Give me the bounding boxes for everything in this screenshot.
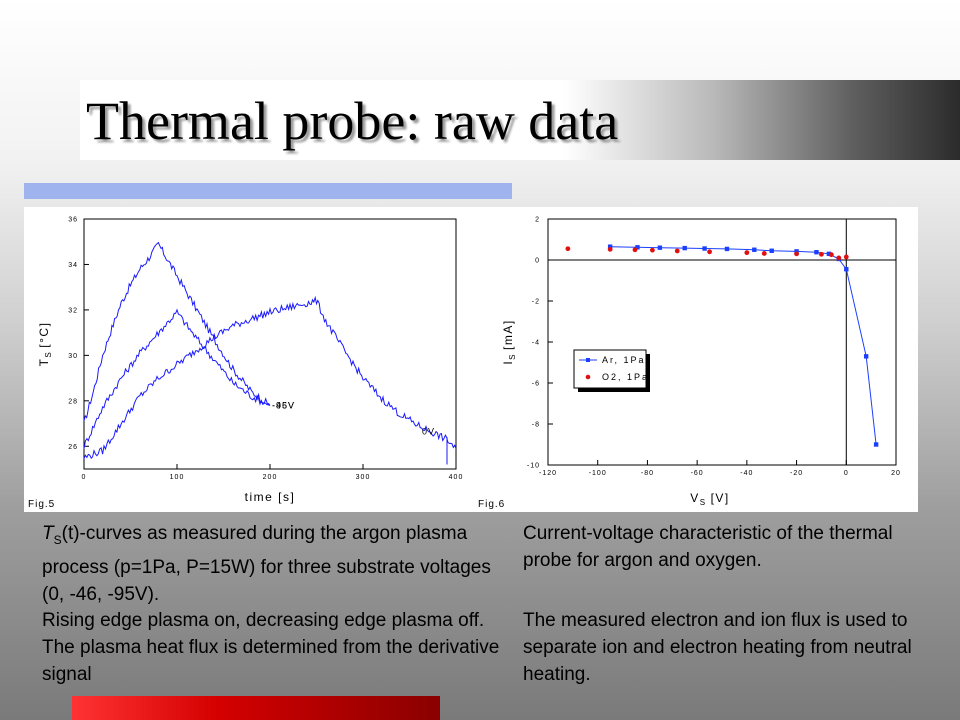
y-axis-subscript: S xyxy=(508,353,517,360)
x-tick-label: 0 xyxy=(844,470,849,477)
data-point-oxygen xyxy=(794,251,799,257)
y-axis-label: IS [mA] xyxy=(501,319,517,364)
caption-symbol: T xyxy=(42,523,54,544)
data-point-argon xyxy=(873,442,879,447)
caption-left-description: TS(t)-curves as measured during the argo… xyxy=(42,520,512,608)
caption-left-method: Rising edge plasma on, decreasing edge p… xyxy=(42,610,500,685)
y-tick-label: 26 xyxy=(68,444,78,451)
accent-bar-blue xyxy=(24,183,512,199)
series-line-argon xyxy=(610,246,877,445)
series-line xyxy=(83,241,271,421)
x-tick-label: -60 xyxy=(691,470,704,477)
data-point-oxygen xyxy=(836,255,842,261)
caption-right-method: The measured electron and ion flux is us… xyxy=(523,610,912,685)
legend-label-oxygen: O2, 1Pa xyxy=(602,372,649,382)
legend-marker-oxygen xyxy=(585,374,591,380)
series-label: 0V xyxy=(422,427,435,437)
data-point-argon xyxy=(844,267,849,272)
y-axis-subscript: S xyxy=(44,351,53,358)
data-point-oxygen xyxy=(843,254,849,260)
x-axis-label: time [s] xyxy=(245,490,296,504)
data-point-oxygen xyxy=(650,247,655,253)
y-tick-label: 30 xyxy=(68,353,78,360)
data-point-argon xyxy=(607,244,613,249)
plot-frame xyxy=(547,218,897,466)
data-point-oxygen xyxy=(761,251,767,256)
legend-box xyxy=(573,349,647,389)
series-label: -95V xyxy=(272,400,295,410)
x-tick-label: -40 xyxy=(740,470,753,477)
chart-current-voltage: -120 -100 -80 -60 -40 -20 0 20-10-8-6-4-202 VS[… xyxy=(478,217,901,511)
y-tick-label: 28 xyxy=(68,398,78,405)
data-point-oxygen xyxy=(607,246,613,252)
legend-label-argon: Ar, 1Pa xyxy=(602,355,646,365)
data-point-argon xyxy=(826,251,832,257)
y-axis-symbol: T xyxy=(37,358,51,367)
data-point-oxygen xyxy=(828,252,834,258)
y-tick-label: 34 xyxy=(68,262,78,269)
y-tick-label: 36 xyxy=(68,217,78,224)
data-point-oxygen xyxy=(632,247,638,253)
data-point-argon xyxy=(724,246,730,252)
data-point-oxygen xyxy=(744,250,750,256)
caption-subscript: S xyxy=(53,532,62,547)
x-tick-label: 0 xyxy=(82,474,87,481)
data-point-argon xyxy=(752,247,757,252)
x-tick-label: 300 xyxy=(356,474,371,481)
data-point-argon xyxy=(682,245,687,251)
x-tick-label: -20 xyxy=(790,470,803,477)
data-point-argon xyxy=(702,246,707,251)
data-point-argon xyxy=(769,248,774,253)
chart-temperature: 0 100 200 300 400 26 28 30 32 34 36 -95V-46V 0V tim… xyxy=(28,217,464,511)
title-bar-gradient xyxy=(80,80,960,160)
data-point-oxygen xyxy=(707,249,712,255)
y-tick-label: -4 xyxy=(532,340,540,347)
data-point-argon xyxy=(863,354,869,359)
series-line xyxy=(83,295,457,460)
figure-label: Fig.6 xyxy=(478,499,505,510)
x-axis-subscript: S xyxy=(700,498,707,507)
legend: Ar, 1Pa O2, 1Pa xyxy=(573,349,650,392)
series-line xyxy=(83,308,271,450)
caption-left-text: (t)-curves as measured during the argon … xyxy=(42,523,491,605)
y-tick-label: -6 xyxy=(532,381,540,388)
y-tick-label: 0 xyxy=(535,258,540,265)
data-point-oxygen xyxy=(819,251,824,257)
chart-temperature-panel: 0 100 200 300 400 26 28 30 32 34 36 -95V -46V 0V tim… xyxy=(24,207,488,512)
x-axis-symbol: V xyxy=(690,491,700,505)
plot-frame xyxy=(83,218,457,470)
y-tick-label: -8 xyxy=(532,422,540,429)
data-point-argon xyxy=(657,245,663,250)
y-tick-label: 32 xyxy=(68,307,78,314)
y-axis-symbol: I xyxy=(501,360,515,365)
x-tick-label: -120 xyxy=(539,470,557,477)
x-tick-label: -80 xyxy=(641,470,654,477)
x-tick-label: 400 xyxy=(449,474,464,481)
slide-title: Thermal probe: raw data xyxy=(86,91,619,151)
data-point-argon xyxy=(794,249,799,254)
x-tick-label: 100 xyxy=(170,474,185,481)
y-axis-unit: [mA] xyxy=(501,319,515,350)
data-point-oxygen xyxy=(674,248,680,254)
x-axis-label: VS [V] xyxy=(690,491,730,507)
data-point-argon xyxy=(814,250,819,255)
legend-marker-argon xyxy=(586,358,590,362)
caption-right-description: Current-voltage characteristic of the th… xyxy=(523,523,893,571)
x-axis-unit: [V] xyxy=(711,491,730,505)
figure-label: Fig.5 xyxy=(28,499,55,510)
data-point-argon xyxy=(635,245,640,250)
x-tick-label: -100 xyxy=(589,470,607,477)
accent-bar-red xyxy=(72,696,440,720)
x-tick-label: 200 xyxy=(263,474,278,481)
y-axis-label: TS [°C] xyxy=(37,322,53,367)
data-point-oxygen xyxy=(565,246,571,252)
chart-current-voltage-panel: -120 -100 -80 -60 -40 -20 0 20 -10 -8 -6 -4 -2 0 2 VS[… xyxy=(478,207,918,512)
x-tick-label: 20 xyxy=(891,470,901,477)
y-tick-label: -10 xyxy=(527,463,540,470)
series-label: -46V xyxy=(272,400,295,410)
y-axis-unit: [°C] xyxy=(37,322,51,348)
y-tick-label: 2 xyxy=(535,217,540,224)
y-tick-label: -2 xyxy=(532,299,540,306)
